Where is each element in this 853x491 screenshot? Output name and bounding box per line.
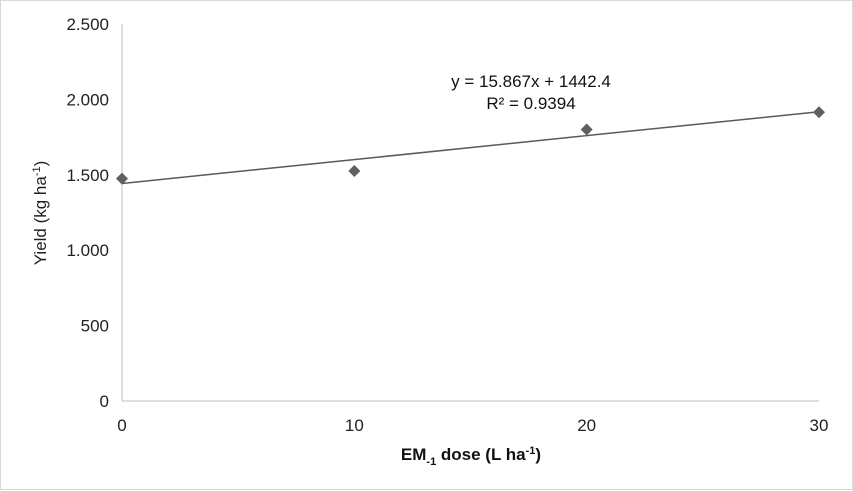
data-point <box>580 123 593 136</box>
y-tick-label: 0 <box>100 392 109 411</box>
trendline-equation: y = 15.867x + 1442.4 <box>451 72 611 91</box>
trendline-group <box>121 110 820 185</box>
y-tick-label: 500 <box>81 317 109 336</box>
x-axis-label-rest: dose (L ha <box>436 445 526 464</box>
y-tick-label: 1.500 <box>66 166 109 185</box>
data-points <box>116 106 825 185</box>
x-axis-label-sup: -1 <box>526 445 536 457</box>
x-tick-label: 10 <box>345 416 364 435</box>
y-axis-label-main: Yield (kg ha <box>31 176 50 266</box>
y-tick-label: 2.500 <box>66 15 109 34</box>
y-tick-labels: 0 500 1.000 1.500 2.000 2.500 <box>66 15 109 411</box>
y-axis-label-sup: -1 <box>31 166 43 176</box>
y-tick-label: 2.000 <box>66 90 109 109</box>
trendline <box>121 110 820 185</box>
x-axis-label-end: ) <box>535 445 541 464</box>
x-tick-label: 20 <box>577 416 596 435</box>
data-point <box>813 106 825 119</box>
x-tick-labels: 0 10 20 30 <box>117 416 828 435</box>
axes <box>121 24 819 402</box>
trendline-r2: R² = 0.9394 <box>486 94 575 113</box>
data-point <box>116 172 128 185</box>
x-axis-label-main: EM <box>401 445 427 464</box>
x-axis-label-sub: -1 <box>426 456 436 468</box>
x-axis-label: EM-1 dose (L ha-1) <box>401 445 541 468</box>
y-tick-label: 1.000 <box>66 241 109 260</box>
x-tick-label: 30 <box>810 416 829 435</box>
y-axis-label: Yield (kg ha-1) <box>31 161 50 266</box>
x-tick-label: 0 <box>117 416 126 435</box>
data-point <box>348 165 361 178</box>
y-axis-label-end: ) <box>31 161 50 167</box>
